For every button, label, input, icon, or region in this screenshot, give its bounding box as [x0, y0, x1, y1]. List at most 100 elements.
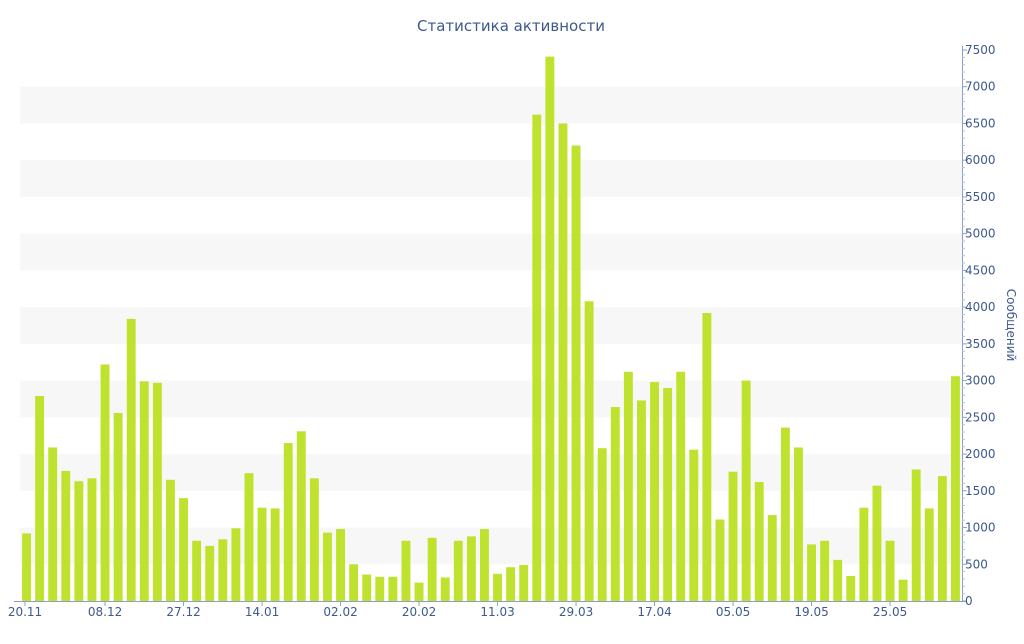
bar — [663, 387, 673, 601]
bar — [323, 532, 332, 601]
y-tick-label: 7000 — [965, 80, 996, 94]
x-tick-label: 20.11 — [8, 605, 42, 619]
bar — [152, 382, 162, 601]
y-tick-label: 2500 — [965, 410, 996, 424]
bar — [257, 507, 267, 601]
bar — [846, 576, 856, 601]
grid-band — [20, 527, 962, 565]
bar — [336, 529, 345, 601]
bar — [780, 427, 790, 601]
bar — [676, 371, 686, 601]
bar — [754, 481, 764, 601]
bar — [48, 447, 58, 601]
bar — [401, 540, 411, 601]
bar — [728, 471, 738, 601]
bar — [715, 519, 725, 601]
bar — [283, 443, 293, 601]
grid-band — [20, 307, 962, 344]
y-tick-label: 5000 — [965, 227, 996, 241]
bar — [820, 540, 830, 601]
x-tick-label: 19.05 — [794, 605, 828, 619]
bar — [911, 469, 921, 601]
bar — [87, 478, 97, 601]
bar — [623, 371, 633, 601]
bar — [100, 364, 110, 601]
bar — [571, 145, 581, 601]
y-tick-label: 5500 — [965, 190, 996, 204]
bar — [192, 540, 202, 601]
x-tick-label: 05.05 — [716, 605, 750, 619]
bar — [466, 536, 476, 601]
y-tick-label: 2000 — [965, 447, 996, 461]
x-tick-label: 17.04 — [637, 605, 671, 619]
bar — [506, 567, 516, 601]
y-axis-ticks: 0 500 1000 1500 2000 2500 3000 3500 4000 4500 5000… — [962, 43, 996, 608]
grid-band — [20, 86, 962, 124]
x-tick-label: 27.12 — [166, 605, 200, 619]
bar — [427, 537, 437, 601]
bar — [767, 515, 777, 601]
bar — [139, 381, 149, 601]
bar — [532, 114, 542, 602]
bar — [872, 485, 882, 601]
grid-band — [20, 160, 962, 197]
x-tick-label: 14.01 — [245, 605, 279, 619]
y-tick-label: 6000 — [965, 153, 996, 167]
bar — [388, 576, 398, 601]
y-tick-label: 4000 — [965, 300, 996, 314]
bar — [440, 577, 450, 601]
bar — [179, 498, 188, 601]
y-axis-title: Сообщений — [1004, 289, 1018, 362]
bar — [951, 376, 960, 601]
bar — [166, 479, 175, 601]
bar — [637, 400, 646, 601]
y-tick-label: 3000 — [965, 374, 996, 388]
bar — [807, 544, 816, 601]
bar — [689, 449, 699, 601]
y-tick-label: 1000 — [965, 521, 996, 535]
y-tick-label: 3500 — [965, 337, 996, 351]
bar — [362, 574, 372, 601]
bar — [349, 564, 359, 601]
y-tick-label: 500 — [965, 557, 988, 571]
x-axis-ticks: 20.11 08.12 27.12 14.01 02.02 20.02 11.03 29.03… — [8, 601, 907, 619]
bar — [493, 573, 502, 601]
bar — [650, 382, 659, 601]
bar-series — [22, 56, 960, 602]
bar — [414, 582, 424, 601]
grid-band — [20, 380, 962, 418]
chart-title: Статистика активности — [417, 17, 605, 35]
grid-band — [20, 454, 962, 491]
bar — [610, 407, 620, 601]
bar — [885, 540, 895, 601]
bar — [480, 529, 489, 601]
bar — [584, 301, 594, 601]
x-tick-label: 20.02 — [402, 605, 436, 619]
x-tick-label: 25.05 — [873, 605, 907, 619]
bar — [244, 473, 254, 601]
y-tick-label: 1500 — [965, 484, 996, 498]
y-tick-label: 6500 — [965, 116, 996, 130]
x-tick-label: 29.03 — [559, 605, 593, 619]
bar — [741, 380, 751, 601]
grid-band — [20, 233, 962, 271]
bar — [218, 539, 228, 601]
y-tick-label: 4500 — [965, 263, 996, 277]
bar — [270, 508, 280, 601]
bar — [453, 540, 463, 601]
bar — [113, 412, 123, 601]
bar — [126, 318, 136, 601]
x-tick-label: 02.02 — [323, 605, 357, 619]
x-tick-label: 08.12 — [88, 605, 122, 619]
bar — [22, 533, 31, 601]
y-tick-label: 0 — [965, 594, 973, 608]
bar — [558, 123, 568, 601]
bar — [519, 565, 529, 601]
bar — [597, 448, 607, 601]
bar — [545, 56, 555, 602]
bar — [924, 508, 934, 601]
grid-bands — [20, 86, 962, 565]
bar — [702, 313, 712, 601]
bar — [859, 507, 869, 601]
